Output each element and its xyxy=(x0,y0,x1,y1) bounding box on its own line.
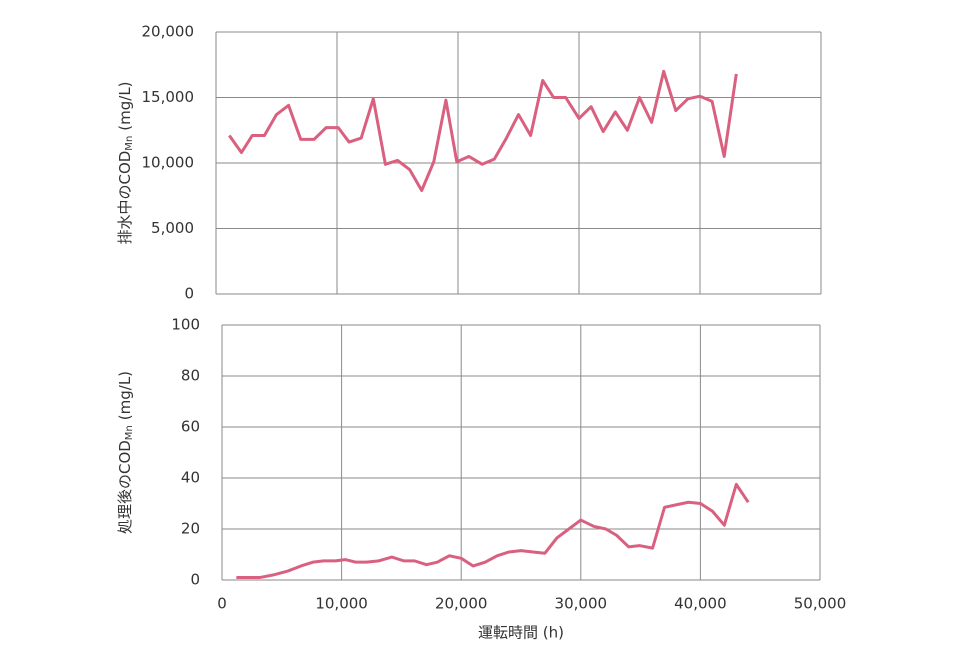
x-tick-label: 30,000 xyxy=(555,595,608,613)
y-tick-label: 40 xyxy=(181,469,200,487)
y-tick-label: 60 xyxy=(181,418,200,436)
y-tick-label: 0 xyxy=(190,571,200,589)
x-tick-label: 10,000 xyxy=(315,595,368,613)
y-tick-label: 10,000 xyxy=(142,154,195,172)
y-axis-label: 排水中のCODMn (mg/L) xyxy=(116,81,136,244)
data-line xyxy=(236,482,750,579)
x-tick-label: 50,000 xyxy=(794,595,847,613)
y-tick-label: 100 xyxy=(171,316,200,334)
y-tick-label: 20 xyxy=(181,520,200,538)
y-tick-label: 20,000 xyxy=(142,23,195,41)
y-label-subscript: Mn xyxy=(124,425,135,440)
y-axis-label: 処理後のCODMn (mg/L) xyxy=(116,371,136,534)
x-tick-label: 40,000 xyxy=(674,595,727,613)
y-tick-label: 0 xyxy=(184,285,194,303)
y-label-subscript: Mn xyxy=(124,136,135,151)
y-label-main: 排水中のCOD xyxy=(116,151,134,245)
x-tick-label: 20,000 xyxy=(435,595,488,613)
y-tick-label: 80 xyxy=(181,367,200,385)
x-tick-label: 0 xyxy=(217,595,227,613)
data-line xyxy=(228,69,738,193)
x-axis-label: 運転時間 (h) xyxy=(478,624,564,642)
y-label-unit: (mg/L) xyxy=(116,81,134,130)
y-label-unit: (mg/L) xyxy=(116,371,134,420)
y-tick-label: 15,000 xyxy=(142,88,195,106)
y-tick-label: 5,000 xyxy=(151,219,194,237)
y-label-main: 処理後のCOD xyxy=(116,440,134,534)
